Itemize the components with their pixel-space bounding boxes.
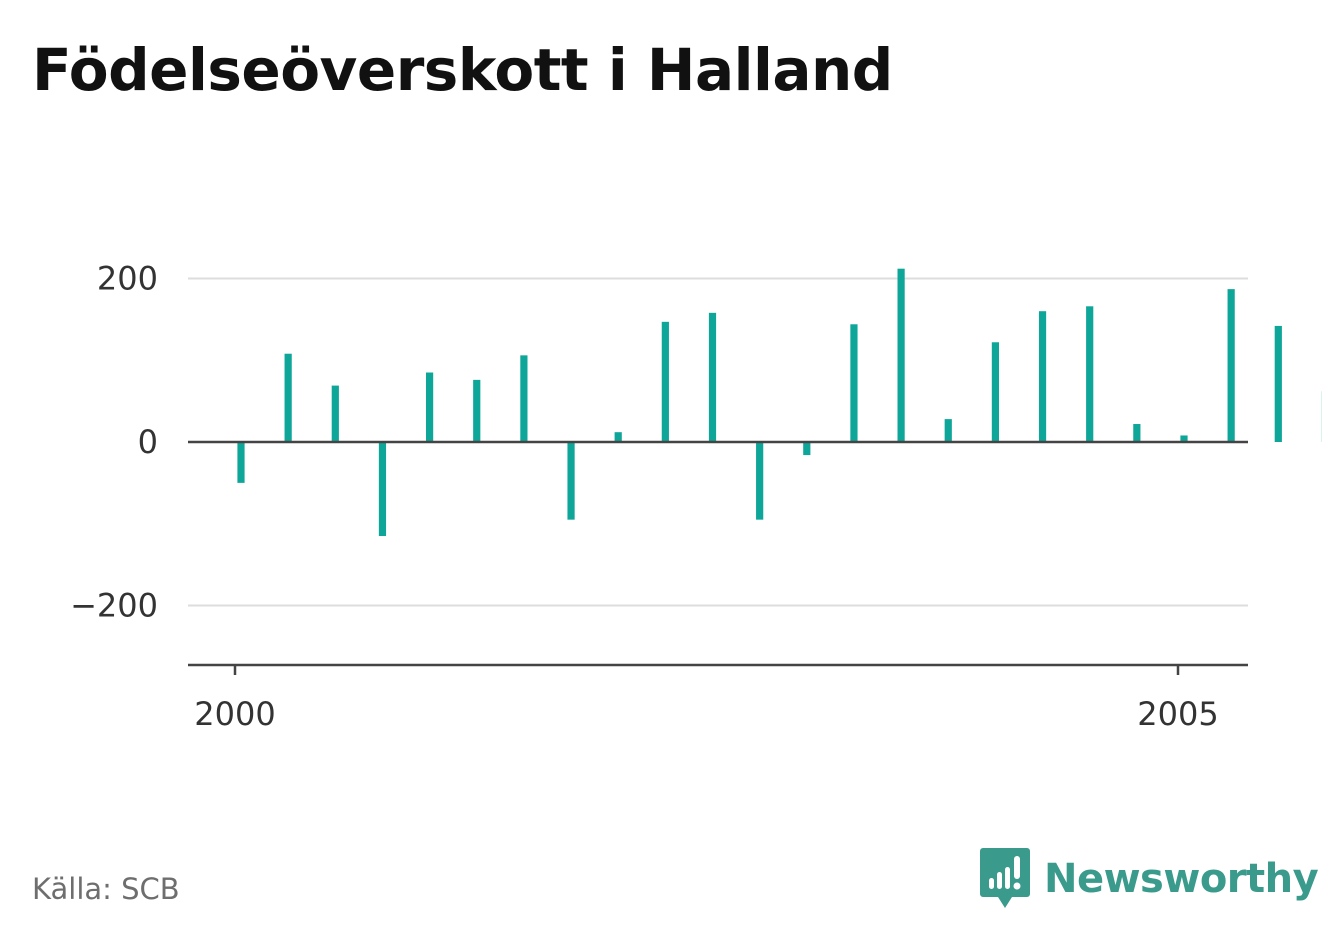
bar bbox=[661, 321, 669, 442]
y-tick-label: 200 bbox=[97, 260, 158, 298]
bar bbox=[803, 442, 811, 456]
bar bbox=[1274, 325, 1282, 442]
y-tick-label: 0 bbox=[138, 423, 158, 461]
bar bbox=[944, 419, 952, 442]
bar bbox=[897, 268, 905, 442]
bar bbox=[1133, 424, 1141, 442]
bar bbox=[378, 442, 387, 537]
y-axis-ticks: −200 0 200 bbox=[70, 260, 158, 625]
bar bbox=[1086, 306, 1094, 442]
bar bbox=[284, 353, 292, 442]
bar bbox=[1180, 435, 1188, 442]
bar bbox=[614, 432, 622, 442]
x-axis: 200020052010201520202025 bbox=[188, 663, 1248, 733]
brand-name: Newsworthy bbox=[1044, 856, 1319, 902]
bar bbox=[473, 379, 481, 442]
brand-logo[interactable]: Newsworthy bbox=[980, 848, 1319, 910]
bar bbox=[756, 442, 764, 520]
y-tick-label: −200 bbox=[70, 587, 158, 625]
bar bbox=[567, 442, 575, 520]
bar bbox=[520, 355, 528, 442]
x-tick-label: 2005 bbox=[1137, 695, 1218, 733]
bar bbox=[1227, 289, 1235, 442]
x-tick-label: 2000 bbox=[194, 695, 275, 733]
bars bbox=[188, 268, 1322, 537]
bar bbox=[237, 442, 245, 483]
bar bbox=[331, 385, 339, 442]
source-note: Källa: SCB bbox=[32, 872, 180, 906]
bar bbox=[1038, 311, 1047, 442]
bar bbox=[708, 312, 717, 442]
chart-title: Födelseöverskott i Halland bbox=[32, 36, 893, 104]
newsworthy-logo-icon bbox=[980, 848, 1030, 908]
bar bbox=[426, 372, 434, 442]
bar bbox=[991, 342, 999, 442]
bar bbox=[850, 324, 858, 442]
grid-lines bbox=[188, 277, 1248, 607]
